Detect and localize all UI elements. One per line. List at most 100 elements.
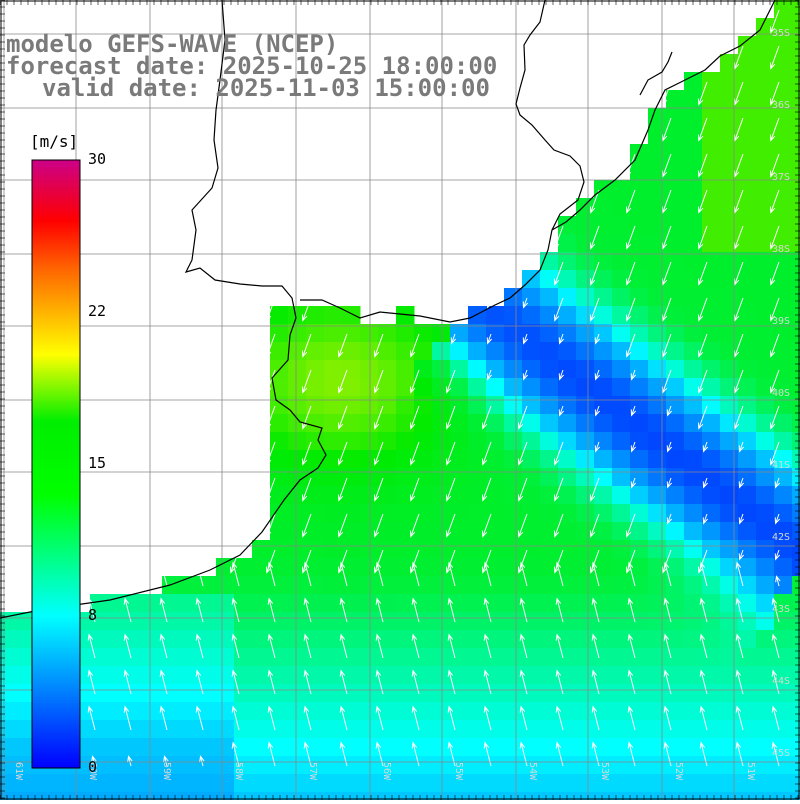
wind-arrow	[265, 369, 276, 394]
wind-arrow	[555, 561, 564, 587]
wind-speed-cell	[288, 378, 307, 397]
wind-speed-cell	[774, 288, 793, 307]
wind-speed-cell	[162, 720, 181, 739]
wind-speed-cell	[576, 630, 595, 649]
wind-speed-cell	[666, 648, 685, 667]
wind-speed-cell	[0, 684, 19, 703]
wind-speed-cell	[756, 414, 775, 433]
wind-arrow	[373, 405, 384, 430]
wind-speed-cell	[270, 324, 289, 343]
wind-speed-cell	[576, 270, 595, 289]
wind-speed-cell	[216, 648, 235, 667]
wind-speed-cell	[90, 648, 109, 667]
wind-speed-cell	[666, 594, 685, 613]
wind-speed-cell	[468, 378, 487, 397]
wind-speed-cell	[396, 648, 415, 667]
wind-speed-cell	[720, 702, 739, 721]
wind-speed-cell	[720, 90, 739, 109]
wind-speed-cell	[504, 504, 523, 523]
wind-speed-cell	[774, 414, 793, 433]
wind-speed-cell	[792, 738, 800, 757]
wind-speed-cell	[576, 504, 595, 523]
wind-speed-cell	[540, 468, 559, 487]
wind-speed-cell	[630, 774, 649, 793]
wind-speed-cell	[648, 450, 667, 469]
wind-speed-cell	[468, 630, 487, 649]
wind-speed-cell	[540, 432, 559, 451]
wind-arrow	[303, 561, 312, 587]
wind-arrow	[303, 705, 312, 731]
wind-speed-cell	[396, 522, 415, 541]
wind-speed-cell	[756, 756, 775, 775]
wind-speed-cell	[468, 666, 487, 685]
wind-speed-cell	[720, 324, 739, 343]
wind-speed-cell	[612, 198, 631, 217]
model-title: modelo GEFS-WAVE (NCEP)	[6, 30, 339, 58]
wind-speed-cell	[720, 630, 739, 649]
wind-speed-cell	[756, 720, 775, 739]
wind-speed-cell	[666, 576, 685, 595]
wind-speed-cell	[468, 756, 487, 775]
wind-speed-cell	[162, 666, 181, 685]
wind-speed-cell	[702, 738, 721, 757]
wind-speed-cell	[414, 396, 433, 415]
wind-arrow	[447, 633, 456, 659]
wind-speed-cell	[684, 576, 703, 595]
wind-speed-cell	[288, 414, 307, 433]
wind-speed-cell	[270, 522, 289, 541]
wind-speed-cell	[612, 612, 631, 631]
wind-speed-cell	[108, 756, 127, 775]
latitude-label: 43S	[772, 604, 790, 615]
wind-speed-cell	[612, 378, 631, 397]
wind-arrow	[411, 633, 420, 659]
wind-arrow	[337, 549, 348, 574]
wind-speed-cell	[738, 198, 757, 217]
wind-speed-cell	[684, 396, 703, 415]
wind-arrow	[630, 441, 637, 453]
wind-speed-cell	[756, 306, 775, 325]
wind-speed-cell	[378, 396, 397, 415]
wind-speed-cell	[306, 486, 325, 505]
wind-speed-cell	[432, 558, 451, 577]
wind-arrow	[661, 333, 672, 358]
wind-speed-cell	[684, 216, 703, 235]
wind-arrow	[517, 549, 528, 574]
wind-arrow	[738, 441, 745, 453]
wind-arrow	[738, 549, 745, 561]
wind-arrow	[733, 225, 744, 250]
wind-speed-cell	[774, 342, 793, 361]
wind-speed-cell	[90, 630, 109, 649]
wind-speed-cell	[270, 558, 289, 577]
wind-speed-cell	[756, 522, 775, 541]
wind-speed-cell	[612, 684, 631, 703]
wind-speed-cell	[540, 504, 559, 523]
wind-speed-cell	[486, 630, 505, 649]
wind-arrow	[735, 561, 744, 587]
wind-speed-cell	[522, 684, 541, 703]
wind-speed-cell	[450, 756, 469, 775]
wind-speed-cell	[342, 774, 361, 793]
wind-speed-cell	[720, 648, 739, 667]
wind-speed-cell	[666, 270, 685, 289]
wind-speed-cell	[468, 468, 487, 487]
wind-speed-cell	[666, 432, 685, 451]
wind-arrow	[445, 549, 456, 574]
wind-speed-cell	[396, 774, 415, 793]
wind-speed-cell	[342, 504, 361, 523]
wind-arrow	[589, 297, 600, 322]
wind-speed-cell	[684, 540, 703, 559]
wind-arrow	[553, 477, 564, 502]
wind-speed-cell	[558, 342, 577, 361]
wind-speed-cell	[702, 72, 721, 91]
wind-speed-cell	[684, 432, 703, 451]
latitude-label: 45S	[772, 748, 790, 759]
wind-speed-cell	[360, 630, 379, 649]
wind-speed-cell	[594, 666, 613, 685]
wind-arrow	[699, 705, 708, 731]
wind-speed-cell	[270, 594, 289, 613]
wind-speed-cell	[720, 450, 739, 469]
wind-speed-cell	[594, 720, 613, 739]
wind-arrow	[522, 333, 529, 345]
wind-speed-cell	[702, 432, 721, 451]
wind-speed-cell	[774, 720, 793, 739]
